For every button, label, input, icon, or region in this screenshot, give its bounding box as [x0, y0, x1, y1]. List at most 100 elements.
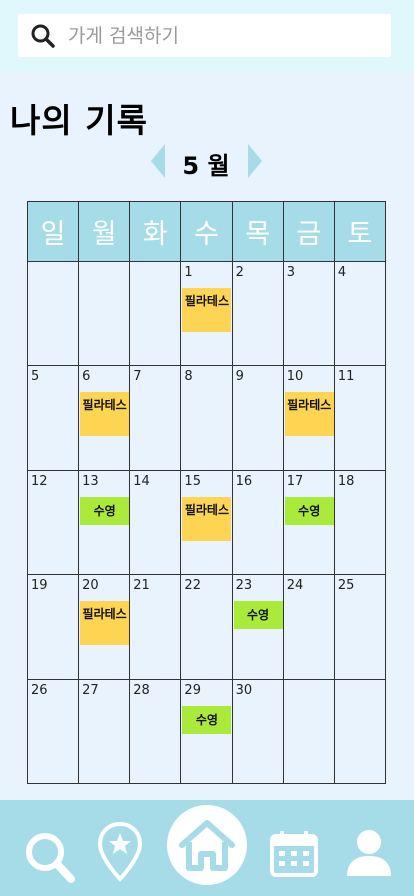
- calendar-week-row: 5 6 필라테스 7 8 9 10 필라테스 11: [26, 365, 387, 471]
- day-number: 27: [82, 682, 99, 698]
- day-number: 3: [286, 265, 295, 280]
- map-pin-star-icon[interactable]: [97, 821, 143, 883]
- user-icon[interactable]: [344, 828, 394, 878]
- search-bar[interactable]: [18, 14, 391, 57]
- calendar-empty-cell: [333, 678, 387, 784]
- day-number: 6: [82, 369, 91, 385]
- day-number: 11: [337, 369, 355, 385]
- calendar-day-cell[interactable]: 23 수영: [231, 574, 284, 680]
- day-number: 22: [184, 578, 201, 594]
- swim-event-tag[interactable]: 수영: [233, 601, 283, 630]
- day-number: 10: [286, 369, 304, 385]
- calendar-grid: 일 월 화 수 목 금 토 1 필라테스 2 3 4 5 6 필라테스 7 8 9 10 필라테스 11 1…: [26, 201, 387, 784]
- day-number: 25: [337, 578, 355, 594]
- weekday-header: 목: [231, 201, 284, 262]
- home-button[interactable]: [167, 805, 247, 885]
- calendar-week-row: 26 27 28 29 수영 30: [26, 678, 387, 784]
- calendar-day-cell[interactable]: 18: [333, 469, 387, 576]
- day-number: 26: [31, 682, 48, 698]
- weekday-header: 일: [26, 201, 80, 262]
- search-icon[interactable]: [30, 23, 56, 49]
- calendar-day-cell[interactable]: 16: [231, 469, 284, 576]
- next-month-button[interactable]: [248, 144, 262, 178]
- calendar-day-cell[interactable]: 6 필라테스: [78, 365, 131, 471]
- calendar-day-cell[interactable]: 2: [231, 260, 284, 367]
- calendar-week-row: 12 13 수영 14 15 필라테스 16 17 수영 18: [26, 469, 387, 576]
- bottom-nav: [0, 800, 414, 896]
- calendar-day-cell[interactable]: 5: [26, 365, 80, 471]
- day-number: 8: [184, 369, 193, 385]
- page-title: 나의 기록: [10, 101, 148, 140]
- search-input[interactable]: [68, 24, 358, 47]
- day-number: 15: [184, 473, 201, 489]
- calendar-day-cell[interactable]: 30: [231, 678, 284, 784]
- day-number: 24: [286, 578, 304, 594]
- calendar-day-cell[interactable]: 8: [180, 365, 233, 471]
- swim-event-tag[interactable]: 수영: [284, 496, 334, 525]
- calendar-day-cell[interactable]: 4: [333, 260, 387, 367]
- pilates-event-tag[interactable]: 필라테스: [80, 392, 130, 437]
- day-number: 13: [82, 473, 99, 489]
- day-number: 14: [133, 473, 150, 489]
- calendar-day-cell[interactable]: 14: [129, 469, 182, 576]
- weekday-header: 금: [282, 201, 335, 262]
- calendar-day-cell[interactable]: 24: [282, 574, 335, 680]
- day-number: 1: [184, 265, 193, 280]
- calendar-day-cell[interactable]: 27: [78, 678, 131, 784]
- day-number: 18: [337, 473, 355, 489]
- day-number: 4: [337, 265, 347, 280]
- calendar-day-cell[interactable]: 10 필라테스: [282, 365, 335, 471]
- month-label: 5 월: [182, 152, 230, 180]
- day-number: 29: [184, 682, 201, 698]
- calendar-day-cell[interactable]: 3: [282, 260, 335, 367]
- calendar-week-row: 19 20 필라테스 21 22 23 수영 24 25: [26, 574, 387, 680]
- pilates-event-tag[interactable]: 필라테스: [80, 601, 130, 646]
- calendar-day-cell[interactable]: 28: [129, 678, 182, 784]
- pilates-event-tag[interactable]: 필라테스: [284, 392, 334, 437]
- calendar-day-cell[interactable]: 1 필라테스: [180, 260, 233, 367]
- home-icon[interactable]: [177, 818, 237, 872]
- calendar-day-cell[interactable]: 21: [129, 574, 182, 680]
- calendar-day-cell[interactable]: 26: [26, 678, 80, 784]
- day-number: 23: [235, 578, 253, 594]
- calendar-day-cell[interactable]: 15 필라테스: [180, 469, 233, 576]
- calendar-day-cell[interactable]: 13 수영: [78, 469, 131, 576]
- swim-event-tag[interactable]: 수영: [80, 496, 130, 525]
- day-number: 7: [133, 369, 142, 385]
- prev-month-button[interactable]: [151, 144, 165, 178]
- search-icon[interactable]: [24, 831, 76, 885]
- calendar-day-cell[interactable]: 19: [26, 574, 80, 680]
- calendar-icon[interactable]: [269, 830, 319, 878]
- weekday-header: 화: [129, 201, 182, 262]
- top-bar: [0, 0, 414, 72]
- calendar-empty-cell: [129, 260, 182, 367]
- pilates-event-tag[interactable]: 필라테스: [182, 288, 232, 332]
- pilates-event-tag[interactable]: 필라테스: [182, 496, 232, 541]
- day-number: 19: [31, 578, 48, 594]
- day-number: 20: [82, 578, 99, 594]
- calendar-empty-cell: [26, 260, 80, 367]
- day-number: 2: [235, 265, 244, 280]
- calendar-day-cell[interactable]: 22: [180, 574, 233, 680]
- weekday-header-row: 일 월 화 수 목 금 토: [26, 201, 387, 262]
- weekday-header: 토: [333, 201, 387, 262]
- calendar-day-cell[interactable]: 17 수영: [282, 469, 335, 576]
- calendar-day-cell[interactable]: 9: [231, 365, 284, 471]
- calendar-day-cell[interactable]: 20 필라테스: [78, 574, 131, 680]
- calendar-day-cell[interactable]: 12: [26, 469, 80, 576]
- calendar-day-cell[interactable]: 7: [129, 365, 182, 471]
- month-navigator: 5 월: [0, 144, 414, 180]
- day-number: 28: [133, 682, 150, 698]
- calendar-day-cell[interactable]: 29 수영: [180, 678, 233, 784]
- calendar-day-cell[interactable]: 25: [333, 574, 387, 680]
- day-number: 21: [133, 578, 150, 594]
- calendar-week-row: 1 필라테스 2 3 4: [26, 260, 387, 367]
- swim-event-tag[interactable]: 수영: [182, 705, 232, 734]
- day-number: 17: [286, 473, 304, 489]
- calendar-empty-cell: [282, 678, 335, 784]
- day-number: 12: [31, 473, 48, 489]
- calendar-empty-cell: [78, 260, 131, 367]
- calendar-day-cell[interactable]: 11: [333, 365, 387, 471]
- weekday-header: 수: [180, 201, 233, 262]
- day-number: 5: [31, 369, 40, 385]
